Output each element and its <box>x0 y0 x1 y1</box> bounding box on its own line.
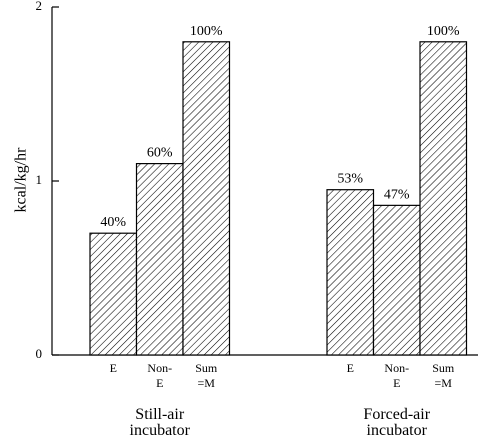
bar <box>89 232 138 356</box>
bar <box>326 189 375 356</box>
bar-percent-label: 53% <box>337 172 363 187</box>
bar-category-label: =M <box>198 376 216 390</box>
bar-category-label: E <box>110 361 117 375</box>
y-tick-label: 0 <box>36 346 43 361</box>
bar <box>135 163 184 356</box>
bar-percent-label: 40% <box>100 215 126 230</box>
group-label: incubator <box>130 422 191 439</box>
bar-category-label: E <box>393 376 400 390</box>
group-label: Still-air <box>135 406 185 423</box>
y-tick-label: 1 <box>36 172 43 187</box>
bar-category-label: =M <box>435 376 453 390</box>
y-axis-title: kcal/kg/hr <box>13 147 30 213</box>
group-label: incubator <box>367 422 428 439</box>
bars <box>89 41 468 356</box>
group-label: Forced-air <box>363 406 430 423</box>
bar <box>182 41 231 356</box>
bar <box>372 204 421 356</box>
y-tick-label: 2 <box>36 0 43 13</box>
bar-percent-label: 100% <box>190 24 223 39</box>
bar-category-label: E <box>347 361 354 375</box>
labels: 40%E60%Non-E100%Sum=MStill-airincubator5… <box>100 24 460 439</box>
bar-category-label: E <box>156 376 163 390</box>
bar-category-label: Sum <box>432 361 455 375</box>
bar-percent-label: 100% <box>427 24 460 39</box>
bar-category-label: Non- <box>147 361 172 375</box>
bar-category-label: Non- <box>384 361 409 375</box>
bar-category-label: Sum <box>195 361 218 375</box>
bar-percent-label: 47% <box>384 187 410 202</box>
bar <box>419 41 468 356</box>
bar-percent-label: 60% <box>147 146 173 161</box>
